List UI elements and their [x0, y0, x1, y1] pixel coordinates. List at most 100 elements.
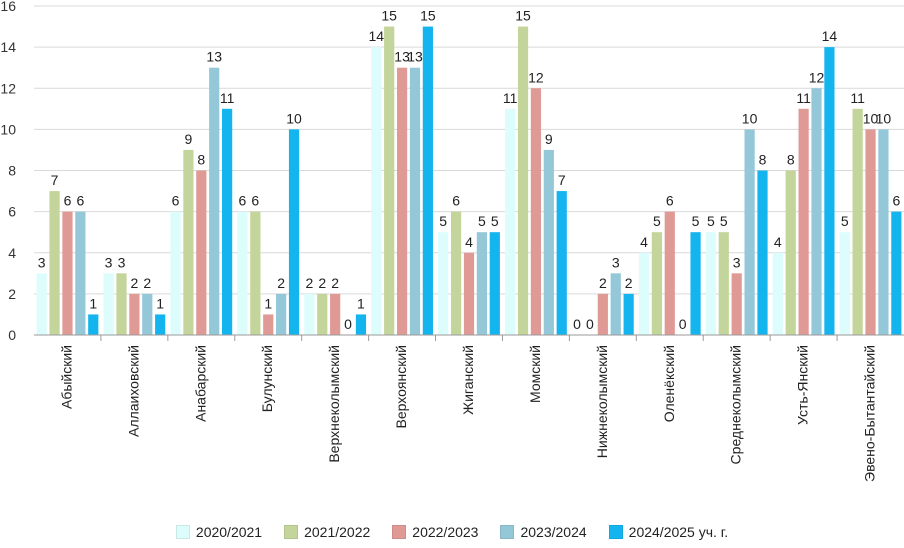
bar: [438, 232, 449, 335]
bar: [463, 252, 475, 335]
bar: [237, 211, 248, 335]
bar: [155, 314, 166, 335]
y-tick-label: 10: [0, 121, 16, 137]
data-label: 11: [220, 90, 235, 106]
bar: [103, 273, 114, 335]
data-label: 1: [89, 295, 97, 311]
legend: 2020/2021 2021/2022 2022/2023 2023/2024 2024…: [0, 524, 904, 540]
bar: [664, 211, 675, 335]
y-tick-label: 8: [8, 163, 16, 179]
data-label: 8: [759, 152, 767, 168]
bar: [371, 47, 382, 335]
x-category-label: Верхнеколымский: [326, 345, 342, 463]
legend-item: 2022/2023: [392, 524, 478, 540]
data-label: 5: [478, 213, 486, 229]
x-category-label: Нижнеколымский: [594, 345, 610, 458]
legend-swatch: [608, 525, 623, 539]
data-label: 7: [558, 172, 566, 188]
bar: [355, 314, 367, 335]
data-label: 0: [586, 316, 594, 332]
data-label: 6: [76, 193, 84, 209]
bar: [396, 67, 408, 335]
data-label: 14: [368, 28, 384, 44]
x-category-label: Момский: [527, 345, 543, 403]
bar: [623, 293, 634, 335]
bar: [878, 129, 889, 335]
data-label: 4: [640, 234, 648, 250]
data-label: 4: [465, 234, 473, 250]
bar: [597, 293, 608, 335]
bar: [517, 26, 529, 335]
data-label: 3: [118, 254, 126, 270]
data-label: 15: [420, 8, 436, 24]
data-label: 0: [573, 316, 581, 332]
legend-item: 2020/2021: [175, 524, 262, 540]
data-label: 6: [666, 193, 674, 209]
y-tick-label: 2: [8, 286, 16, 302]
bar: [330, 293, 341, 335]
data-label: 2: [277, 275, 285, 291]
bar: [718, 232, 729, 335]
x-category-label: Эвено-Бытантайский: [862, 345, 878, 482]
bar: [209, 67, 220, 335]
legend-item: 2024/2025 уч. г.: [608, 524, 728, 540]
y-tick-label: 0: [8, 327, 16, 343]
data-label: 6: [452, 193, 460, 209]
bar: [543, 149, 554, 335]
bar: [183, 149, 194, 335]
data-label: 13: [407, 49, 423, 65]
data-label: 10: [876, 110, 892, 126]
data-label: 12: [528, 69, 544, 85]
bar: [811, 88, 822, 335]
data-label: 8: [197, 152, 205, 168]
data-label: 11: [503, 90, 518, 106]
data-label: 10: [286, 110, 302, 126]
data-label: 6: [239, 193, 247, 209]
bar: [476, 232, 487, 335]
data-label: 10: [863, 110, 879, 126]
bar: [638, 252, 650, 335]
bar: [772, 252, 783, 335]
y-tick-label: 4: [8, 245, 16, 261]
data-label: 12: [809, 69, 825, 85]
bar: [276, 293, 287, 335]
y-axis-ticks: 0 2 4 6 8 10 12 14 16: [0, 0, 16, 343]
data-label: 13: [206, 49, 222, 65]
data-label: 2: [599, 275, 607, 291]
data-label: 10: [742, 110, 758, 126]
data-label: 6: [64, 193, 72, 209]
data-label: 0: [344, 316, 352, 332]
bar: [62, 211, 73, 335]
data-label: 6: [251, 193, 259, 209]
bar: [384, 26, 395, 335]
bar: [129, 293, 140, 335]
data-label: 4: [774, 234, 782, 250]
data-label: 5: [707, 213, 715, 229]
bar: [170, 211, 181, 335]
data-label: 3: [105, 254, 113, 270]
data-label: 9: [185, 131, 193, 147]
data-label: 6: [172, 193, 180, 209]
data-label: 15: [515, 8, 531, 24]
bar: [757, 170, 768, 335]
bar: [49, 191, 60, 335]
data-label: 3: [38, 254, 46, 270]
x-category-label: Оленёкский: [661, 345, 677, 422]
legend-swatch: [392, 525, 407, 539]
legend-item: 2021/2022: [284, 524, 370, 540]
legend-item: 2023/2024: [500, 524, 587, 540]
bar: [88, 314, 99, 335]
data-label: 14: [822, 28, 838, 44]
legend-swatch: [175, 525, 190, 539]
bar: [288, 129, 300, 335]
bar: [116, 273, 127, 335]
data-label: 5: [692, 213, 700, 229]
y-tick-label: 14: [0, 39, 16, 55]
bars: [36, 26, 902, 335]
legend-swatch: [284, 525, 299, 539]
bar: [690, 232, 701, 335]
x-category-label: Анабарский: [192, 345, 208, 422]
bar: [196, 170, 207, 335]
bar: [824, 47, 835, 335]
